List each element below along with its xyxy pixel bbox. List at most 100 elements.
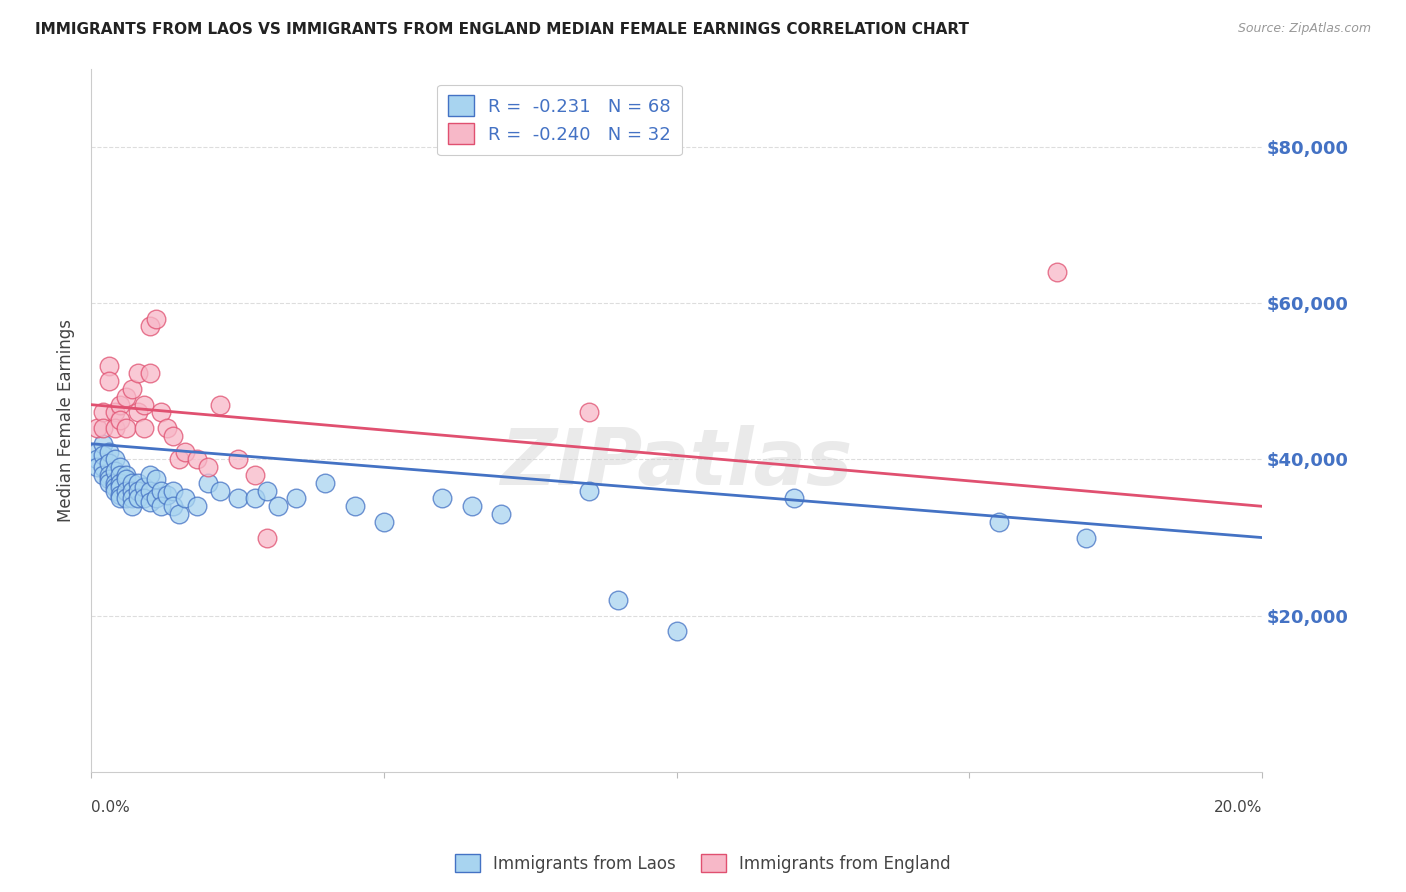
Point (91, 468, 114, 483)
Point (167, 507, 190, 521)
Point (103, 452, 125, 467)
Point (460, 500, 482, 514)
Point (489, 507, 512, 521)
Text: 20.0%: 20.0% (1213, 800, 1263, 815)
Point (578, 405, 600, 419)
Point (86, 452, 108, 467)
Point (86, 460, 108, 475)
Point (127, 491, 149, 506)
Point (97, 374, 120, 388)
Point (208, 398, 231, 412)
Point (110, 491, 132, 506)
Point (156, 487, 179, 501)
Y-axis label: Median Female Earnings: Median Female Earnings (58, 318, 75, 522)
Point (314, 475, 336, 490)
Point (150, 405, 173, 419)
Point (110, 468, 132, 483)
Point (578, 483, 600, 498)
Point (115, 421, 138, 435)
Point (91, 436, 114, 450)
Point (97, 475, 120, 490)
Point (256, 483, 278, 498)
Point (782, 491, 804, 506)
Point (607, 593, 630, 607)
Point (110, 460, 132, 475)
Point (86, 421, 108, 435)
Point (267, 500, 290, 514)
Point (186, 500, 208, 514)
Point (103, 405, 125, 419)
Point (145, 311, 167, 326)
Point (110, 480, 132, 494)
Point (156, 421, 179, 435)
Point (97, 444, 120, 458)
Point (208, 483, 231, 498)
Point (121, 491, 143, 506)
Point (91, 405, 114, 419)
Point (97, 456, 120, 470)
Point (132, 421, 155, 435)
Point (110, 487, 132, 501)
Point (103, 483, 125, 498)
Point (226, 452, 249, 467)
Point (91, 421, 114, 435)
Point (132, 480, 155, 494)
Point (243, 468, 266, 483)
Point (132, 398, 155, 412)
Point (243, 491, 266, 506)
Point (1076, 531, 1098, 545)
Point (115, 390, 138, 404)
Point (97, 468, 120, 483)
Legend: R =  -0.231   N = 68, R =  -0.240   N = 32: R = -0.231 N = 68, R = -0.240 N = 32 (437, 85, 682, 155)
Point (110, 413, 132, 427)
Point (127, 475, 149, 490)
Point (343, 500, 366, 514)
Point (138, 495, 160, 509)
Point (121, 475, 143, 490)
Point (132, 491, 155, 506)
Point (197, 460, 219, 475)
Point (173, 444, 195, 458)
Point (103, 475, 125, 490)
Point (103, 421, 125, 435)
Legend: Immigrants from Laos, Immigrants from England: Immigrants from Laos, Immigrants from En… (449, 847, 957, 880)
Point (373, 515, 395, 529)
Point (226, 491, 249, 506)
Point (186, 452, 208, 467)
Point (987, 515, 1010, 529)
Point (103, 480, 125, 494)
Point (197, 475, 219, 490)
Text: IMMIGRANTS FROM LAOS VS IMMIGRANTS FROM ENGLAND MEDIAN FEMALE EARNINGS CORRELATI: IMMIGRANTS FROM LAOS VS IMMIGRANTS FROM … (35, 22, 969, 37)
Point (110, 398, 132, 412)
Point (173, 491, 195, 506)
Point (1046, 265, 1069, 279)
Point (432, 491, 454, 506)
Point (138, 483, 160, 498)
Point (121, 483, 143, 498)
Point (115, 491, 138, 506)
Point (86, 444, 108, 458)
Point (103, 464, 125, 478)
Point (285, 491, 308, 506)
Text: 0.0%: 0.0% (91, 800, 129, 815)
Point (665, 624, 688, 639)
Point (145, 491, 167, 506)
Point (138, 367, 160, 381)
Point (110, 475, 132, 490)
Point (115, 468, 138, 483)
Text: Source: ZipAtlas.com: Source: ZipAtlas.com (1237, 22, 1371, 36)
Point (127, 483, 149, 498)
Point (162, 483, 184, 498)
Point (91, 460, 114, 475)
Text: ZIPatlas: ZIPatlas (501, 425, 852, 500)
Point (121, 382, 143, 396)
Point (150, 500, 173, 514)
Point (150, 483, 173, 498)
Point (138, 319, 160, 334)
Point (256, 531, 278, 545)
Point (97, 359, 120, 373)
Point (167, 452, 190, 467)
Point (115, 472, 138, 486)
Point (138, 468, 160, 483)
Point (127, 405, 149, 419)
